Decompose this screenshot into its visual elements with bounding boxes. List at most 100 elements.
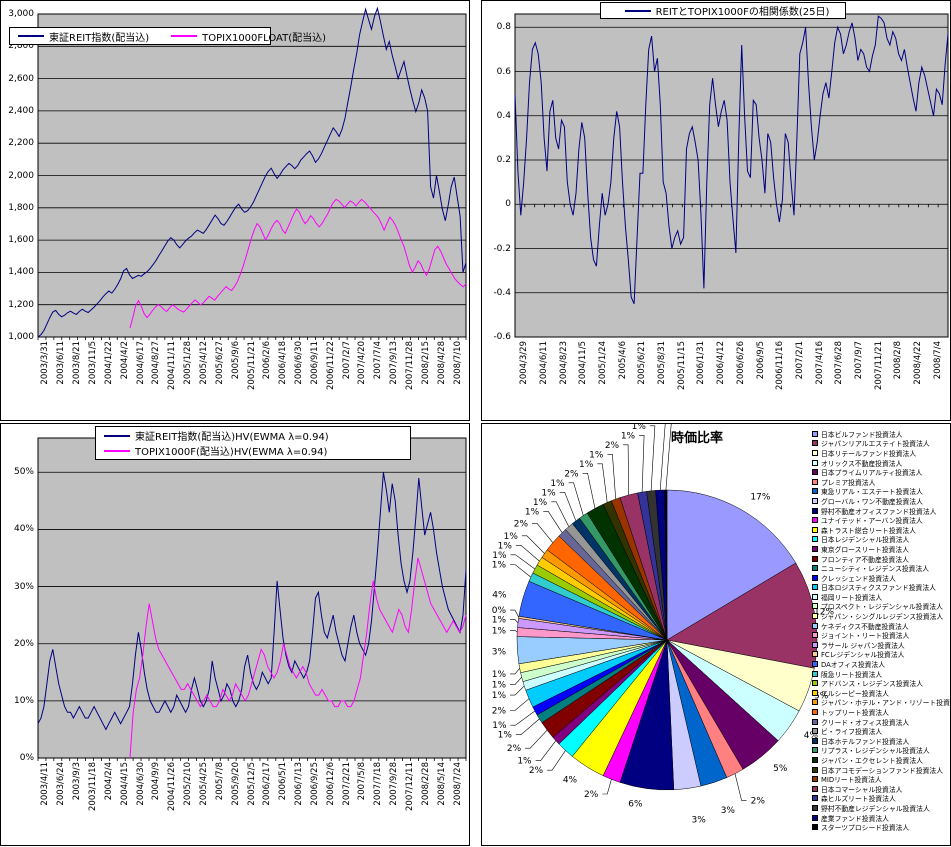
y-axis-tick-label: 1,600 xyxy=(8,235,34,246)
pie-percent-label: 1% xyxy=(525,507,540,517)
pie-legend-item: プロスペクト・レジデンシャル投資法人 xyxy=(812,602,950,612)
pie-percent-label: 4% xyxy=(804,731,819,741)
pie-legend-item: 日本アコモデーションファンド投資法人 xyxy=(812,765,950,775)
reit-index-legend: 東証REIT指数(配当込) TOPIX1000FLOAT(配当込) xyxy=(9,27,326,45)
pie-legend-item: エルシーピー投資法人 xyxy=(812,688,950,698)
pie-legend-label: 日本ホテルファンド投資法人 xyxy=(821,737,910,746)
x-axis-tick-label: 2007/4/20 xyxy=(357,341,368,385)
pie-label-leader-line xyxy=(510,676,522,685)
pie-legend-item: 森トラスト総合リート投資法人 xyxy=(812,525,950,535)
pie-legend-label: 日本アコモデーションファンド投資法人 xyxy=(821,766,944,775)
legend-color-swatch-icon xyxy=(812,824,818,831)
pie-percent-label: 1% xyxy=(632,424,647,432)
y-axis-tick-label: 0 xyxy=(505,199,511,210)
pie-legend-label: ラサール ジャパン投資法人 xyxy=(821,641,905,650)
pie-legend-item: 日本ロジスティクスファンド投資法人 xyxy=(812,583,950,593)
pie-label-leader-line xyxy=(515,545,540,562)
pie-legend-label: 日本プライムリアルティ投資法人 xyxy=(821,469,923,477)
legend-color-swatch-icon xyxy=(812,785,818,792)
pie-legend-label: 福岡リート投資法人 xyxy=(821,593,883,602)
legend-color-swatch-icon xyxy=(812,545,818,552)
x-axis-tick-label: 2005/11/15 xyxy=(676,341,687,390)
y-axis-tick-label: 0.8 xyxy=(496,22,511,33)
y-axis-tick-label: 1,200 xyxy=(8,299,34,310)
pie-percent-label: 1% xyxy=(492,681,507,691)
pie-legend-item: グローバル・ワン不動産投資法人 xyxy=(812,496,950,506)
pie-label-leader-line xyxy=(623,444,629,496)
x-axis-tick-label: 2008/5/14 xyxy=(436,762,447,806)
pie-legend-label: トップリート投資法人 xyxy=(821,709,889,717)
x-axis-tick-label: 2008/2/8 xyxy=(893,341,904,380)
pie-percent-label: 1% xyxy=(492,551,507,561)
pie-legend-label: 野村不動産レジデンシャル投資法人 xyxy=(821,804,930,813)
y-axis-tick-label: -0.6 xyxy=(493,332,511,342)
x-axis-tick-label: 2007/2/21 xyxy=(341,762,352,806)
x-axis-tick-label: 2008/7/10 xyxy=(452,341,463,385)
x-axis-tick-label: 2007/11/28 xyxy=(405,341,416,390)
pie-label-leader-line xyxy=(510,668,520,675)
pie-legend-label: 日本ロジスティクスファンド投資法人 xyxy=(821,584,936,593)
pie-legend-label: 東急リアル・エステート投資法人 xyxy=(821,488,923,497)
x-axis-tick-label: 2006/2/17 xyxy=(262,762,273,806)
pie-legend-item: ジャパンリアルエステイト投資法人 xyxy=(812,439,950,448)
x-axis-tick-label: 2007/7/18 xyxy=(373,762,384,806)
pie-legend-label: ジャパン・シングルレジデンス投資法人 xyxy=(821,613,944,621)
pie-percent-label: 1% xyxy=(498,731,513,741)
x-axis-tick-label: 2003/11/5 xyxy=(87,341,98,385)
pie-percent-label: 1% xyxy=(550,479,565,489)
x-axis-tick-label: 2006/9/5 xyxy=(755,341,766,380)
x-axis-tick-label: 2004/8/23 xyxy=(558,341,569,385)
x-axis-tick-label: 2008/4/22 xyxy=(912,341,923,385)
x-axis-tick-label: 2007/9/28 xyxy=(389,762,400,806)
x-axis-tick-label: 2003/9/3 xyxy=(72,762,83,801)
pie-percent-label: 1% xyxy=(533,498,548,508)
legend-label: 東証REIT指数(配当込) xyxy=(49,32,150,44)
pie-legend-item: 東京グロースリート投資法人 xyxy=(812,544,950,554)
pie-percent-label: 1% xyxy=(492,721,507,731)
legend-label: TOPIX1000FLOAT(配当込) xyxy=(202,32,327,44)
pie-percent-label: 2% xyxy=(492,707,507,717)
pie-legend-item: FCレジデンシャル投資法人 xyxy=(812,650,950,659)
legend-color-swatch-icon xyxy=(812,584,818,591)
pie-legend-item: 日本コマーシャル投資法人 xyxy=(812,784,950,794)
pie-legend-item: 東急リアル・エステート投資法人 xyxy=(812,487,950,497)
x-axis-tick-label: 2003/11/18 xyxy=(87,762,98,811)
x-axis-tick-label: 2006/12/6 xyxy=(325,762,336,806)
series-line xyxy=(514,15,949,305)
pie-percent-label: 3% xyxy=(492,647,507,657)
correlation-legend: REITとTOPIX1000Fの相関係数(25日) xyxy=(600,2,846,19)
pie-legend-item: フロンティア不動産投資法人 xyxy=(812,554,950,563)
pie-legend-item: 日本プライムリアルティ投資法人 xyxy=(812,467,950,477)
legend-color-swatch-icon xyxy=(812,440,818,447)
pie-label-leader-line xyxy=(510,609,519,618)
y-axis-tick-label: 2,200 xyxy=(8,138,34,149)
pie-legend-item: 福岡リート投資法人 xyxy=(812,592,950,602)
legend-color-swatch-icon xyxy=(812,565,818,572)
pie-legend-item: トップリート投資法人 xyxy=(812,707,950,717)
x-axis-tick-label: 2005/7/8 xyxy=(214,762,225,801)
legend-color-swatch-icon xyxy=(812,737,818,744)
pie-percent-label: 1% xyxy=(498,541,513,551)
pie-percent-label: 6% xyxy=(628,800,643,810)
pie-legend-item: スターツプロシード投資法人 xyxy=(812,822,950,832)
pie-label-leader-line xyxy=(521,535,545,554)
pie-legend-item: リプラス・レジデンシャル投資法人 xyxy=(812,746,950,755)
legend-color-swatch-icon xyxy=(812,555,818,562)
pie-legend-item: クリード・オフィス投資法人 xyxy=(812,717,950,726)
x-axis-tick-label: 2004/8/27 xyxy=(151,341,162,385)
legend-color-swatch-icon xyxy=(812,430,818,437)
pie-legend-item: ビ・ライフ投資法人 xyxy=(812,726,950,736)
x-axis-tick-label: 2003/3/31 xyxy=(40,341,51,385)
pie-label-leader-line xyxy=(543,511,563,533)
pie-legend-item: アドバンス・レジデンス投資法人 xyxy=(812,678,950,688)
x-axis-tick-label: 2006/1/31 xyxy=(696,341,707,385)
x-axis-tick-label: 2004/4/15 xyxy=(119,762,130,806)
pie-legend-item: ジャパン・ホテル・アンド・リゾート投資法人 xyxy=(812,698,950,707)
pie-percent-label: 3% xyxy=(721,806,736,816)
pie-legend-label: ユナイテッド・アーバン投資法人 xyxy=(821,517,923,525)
legend-label: TOPIX1000F(配当込)HV(EWMA λ=0.94) xyxy=(135,447,328,458)
pie-legend-label: 阪急リート投資法人 xyxy=(821,670,883,679)
pie-legend-label: プロスペクト・レジデンシャル投資法人 xyxy=(821,603,943,612)
pie-percent-label: 2% xyxy=(605,441,620,451)
legend-item: 東証REIT指数(配当込) xyxy=(10,29,149,44)
